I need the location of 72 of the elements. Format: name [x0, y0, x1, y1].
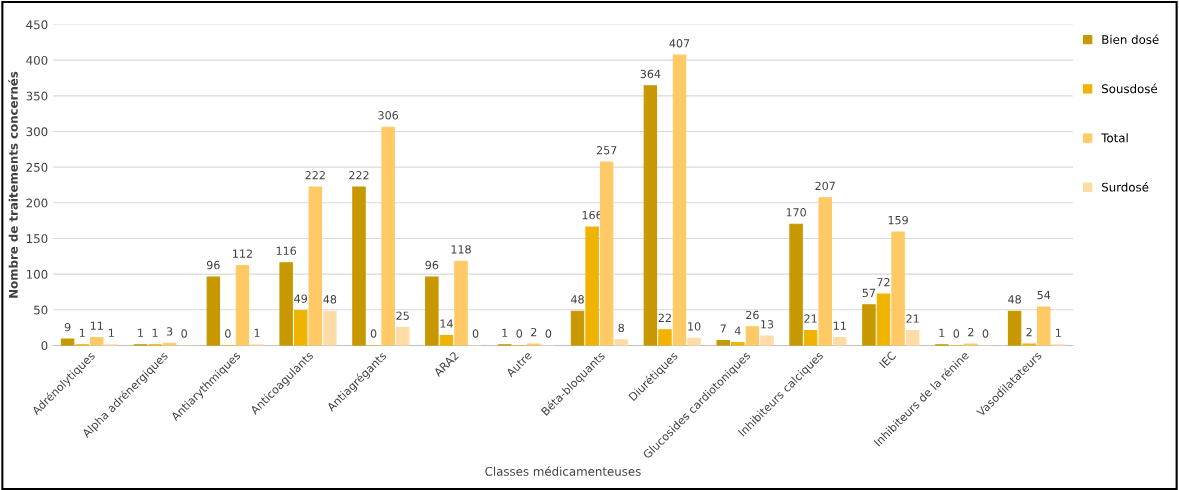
data-label: 1	[1056, 328, 1061, 337]
data-label: 10	[688, 322, 701, 331]
y-tick-label: 0	[41, 341, 48, 351]
data-label: 4	[734, 326, 741, 335]
data-label: 222	[305, 171, 325, 180]
data-label: 118	[451, 245, 471, 254]
legend-label: Total	[1101, 133, 1128, 143]
y-tick-label: 100	[26, 269, 48, 279]
data-label: 49	[294, 294, 308, 303]
data-label: 96	[425, 260, 439, 270]
data-label: 170	[786, 208, 806, 217]
data-label: 2	[968, 327, 974, 337]
data-label: 0	[225, 329, 231, 338]
data-label: 306	[378, 111, 399, 120]
data-label: 1	[79, 328, 85, 337]
data-label: 0	[472, 329, 479, 338]
data-label: 0	[181, 329, 187, 338]
data-label: 1	[152, 328, 158, 337]
data-label: 0	[982, 329, 989, 338]
legend-label: Sousdosé	[1102, 83, 1158, 94]
data-label: 1	[939, 328, 945, 337]
data-label: 112	[233, 249, 252, 258]
data-label: 72	[877, 277, 890, 287]
data-label: 0	[545, 329, 552, 338]
y-tick-label: 400	[26, 55, 48, 65]
data-label: 14	[440, 319, 453, 328]
legend-label: Surdosé	[1102, 181, 1149, 192]
data-label: 7	[720, 324, 726, 333]
data-label: 2	[1026, 327, 1032, 337]
data-label: 222	[349, 171, 369, 180]
y-tick-label: 250	[26, 162, 48, 172]
data-label: 159	[888, 215, 908, 225]
data-label: 13	[761, 320, 774, 329]
data-label: 116	[276, 246, 297, 256]
legend-label: Bien dosé	[1102, 34, 1159, 44]
y-tick-label: 150	[26, 234, 48, 244]
data-label: 0	[516, 329, 523, 338]
y-tick-label: 450	[26, 20, 48, 30]
y-tick-label: 300	[26, 127, 48, 137]
data-label: 26	[746, 310, 759, 320]
data-label: 407	[669, 39, 690, 48]
data-label: 25	[396, 311, 409, 320]
data-label: 3	[166, 327, 173, 336]
data-label: 8	[618, 323, 625, 333]
y-tick-label: 50	[34, 305, 48, 315]
x-axis-title: Classes médicamenteuses	[485, 466, 641, 476]
data-label: 22	[658, 313, 671, 322]
x-tick-label: IEC	[878, 350, 897, 369]
data-label: 54	[1037, 290, 1051, 300]
data-label: 96	[206, 260, 220, 270]
data-label: 48	[571, 295, 584, 304]
data-label: 9	[64, 322, 71, 332]
data-label: 0	[370, 329, 377, 338]
data-label: 57	[862, 288, 876, 298]
data-label: 21	[804, 314, 817, 323]
data-label: 21	[906, 314, 919, 323]
y-axis-title: Nombre de traitements concernés	[8, 71, 18, 298]
data-label: 2	[531, 327, 537, 337]
y-tick-label: 350	[26, 91, 48, 101]
data-label: 11	[90, 321, 103, 330]
y-tick-label: 200	[26, 198, 48, 208]
data-label: 11	[833, 321, 846, 330]
data-label: 257	[596, 146, 617, 155]
data-label: 364	[640, 69, 661, 79]
data-label: 1	[254, 328, 260, 337]
data-label: 48	[323, 295, 337, 304]
data-label: 1	[502, 328, 508, 337]
data-label: 1	[138, 328, 143, 337]
data-label: 1	[109, 328, 114, 337]
data-label: 0	[953, 329, 960, 338]
data-label: 48	[1008, 295, 1021, 304]
data-label: 207	[815, 181, 835, 191]
